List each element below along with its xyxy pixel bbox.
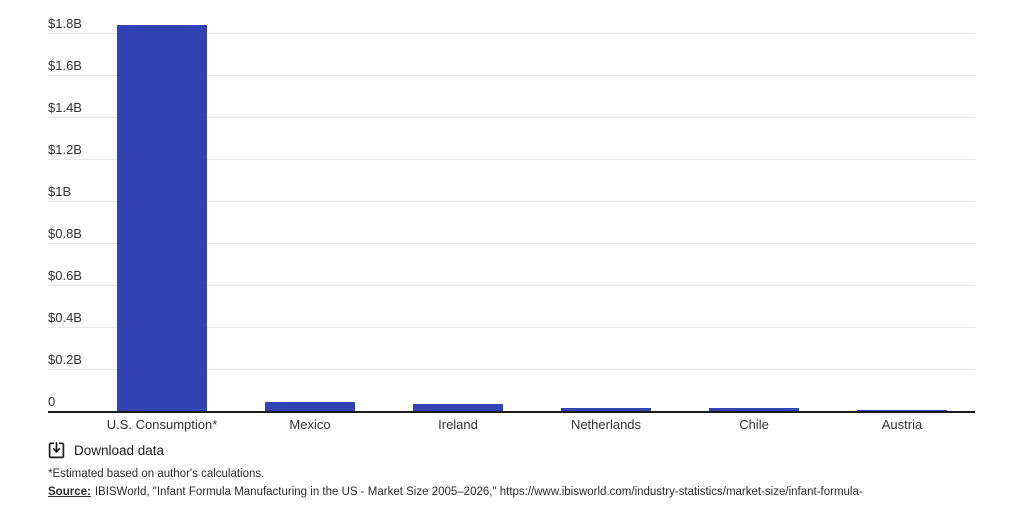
bar-netherlands (561, 408, 651, 411)
y-axis-tick-label: $0.4B (48, 310, 82, 325)
x-axis-category-label: Netherlands (570, 417, 642, 432)
bar-ireland (413, 404, 503, 411)
y-axis-tick-label: $1.4B (48, 100, 82, 115)
x-axis-line (48, 410, 975, 413)
gridline (48, 285, 975, 286)
download-icon (48, 442, 65, 459)
gridline (48, 33, 975, 34)
gridline (48, 201, 975, 202)
gridline (48, 117, 975, 118)
bar-chile (709, 408, 799, 411)
y-axis-tick-label: $1B (48, 184, 72, 199)
x-axis-category-label: Austria (881, 417, 923, 432)
y-axis-tick-label: $0.8B (48, 226, 82, 241)
gridline (48, 327, 975, 328)
x-axis-category-label: Ireland (438, 417, 478, 432)
y-axis-tick-label: $1.6B (48, 58, 82, 73)
download-data-button[interactable]: Download data (48, 442, 164, 459)
chart-footnote: *Estimated based on author's calculation… (48, 468, 265, 480)
source-line: Source: IBISWorld, "Infant Formula Manufa… (48, 486, 863, 498)
gridline (48, 369, 975, 370)
source-label: Source: (48, 486, 91, 498)
gridline (48, 159, 975, 160)
y-axis-tick-label: $1.2B (48, 142, 82, 157)
bar-mexico (265, 402, 355, 411)
y-axis-tick-label: $1.8B (48, 16, 82, 31)
x-axis-category-label: U.S. Consumption* (106, 417, 218, 432)
source-text: IBISWorld, "Infant Formula Manufacturing… (94, 486, 863, 498)
gridline (48, 243, 975, 244)
bar-u-s-consumption (117, 25, 207, 411)
y-axis-tick-label: $0.2B (48, 352, 82, 367)
x-axis-category-label: Mexico (289, 417, 331, 432)
gridline (48, 75, 975, 76)
x-axis-category-label: Chile (739, 417, 769, 432)
download-data-label: Download data (74, 443, 165, 458)
y-axis-tick-label: $0.6B (48, 268, 82, 283)
y-axis-tick-label: 0 (48, 394, 56, 409)
